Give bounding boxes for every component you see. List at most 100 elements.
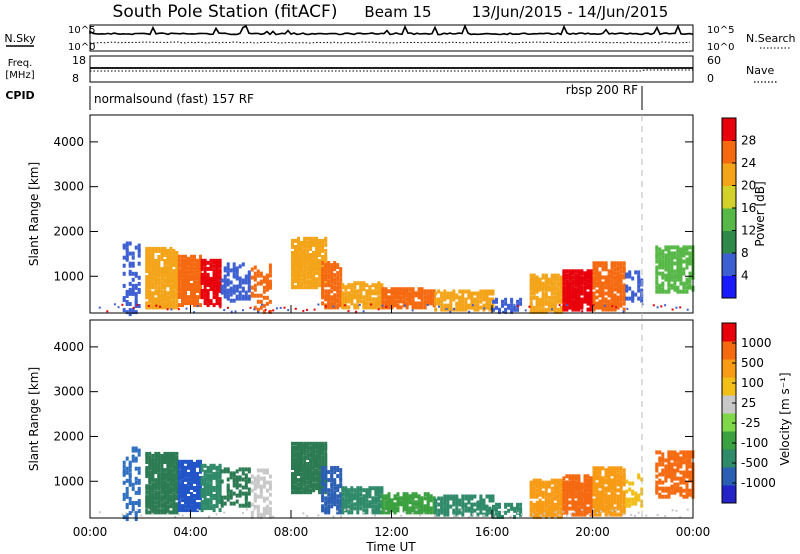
echo-cell <box>148 246 152 251</box>
echo-cell <box>160 494 164 499</box>
echo-cell <box>568 474 572 479</box>
echo-cell <box>461 502 465 507</box>
echo-cell <box>175 456 179 460</box>
echo-cell <box>166 251 170 255</box>
echo-cell <box>476 512 480 517</box>
echo-cell <box>193 270 196 275</box>
echo-cell <box>145 275 149 280</box>
echo-cell <box>177 258 181 263</box>
echo-cell <box>568 500 572 505</box>
ground-scatter-cell <box>468 310 471 313</box>
velocity-colorbar-label: Velocity [m s⁻¹] <box>778 372 792 465</box>
echo-cell <box>655 269 659 274</box>
ground-scatter-cell <box>686 308 689 311</box>
echo-cell <box>321 267 325 272</box>
echo-cell <box>673 488 677 493</box>
echo-cell <box>157 456 161 460</box>
echo-cell <box>122 515 126 520</box>
echo-cell <box>232 471 236 476</box>
echo-cell <box>262 275 266 280</box>
echo-cell <box>485 289 489 294</box>
ground-scatter-cell <box>340 515 342 518</box>
echo-cell <box>595 305 599 310</box>
echo-cell <box>309 263 313 268</box>
echo-cell <box>157 255 161 259</box>
ground-scatter-cell <box>174 515 177 518</box>
echo-cell <box>532 273 536 278</box>
echo-cell <box>664 261 668 266</box>
ground-scatter-cell <box>98 306 101 309</box>
ground-scatter-cell <box>358 303 361 306</box>
echo-cell <box>294 441 297 446</box>
echo-cell <box>306 449 310 454</box>
echo-cell <box>482 498 486 503</box>
echo-cell <box>568 273 572 278</box>
echo-cell <box>544 299 548 304</box>
echo-cell <box>544 273 548 278</box>
echo-cell <box>160 502 164 507</box>
echo-cell <box>586 478 590 483</box>
echo-cell <box>371 496 375 501</box>
ground-scatter-cell <box>664 515 667 518</box>
echo-cell <box>206 293 210 298</box>
echo-cell <box>673 279 677 284</box>
echo-cell <box>125 247 129 252</box>
echo-cell <box>580 504 584 509</box>
echo-cell <box>679 450 683 455</box>
colorbar-swatch <box>722 359 736 378</box>
echo-cell <box>565 474 569 479</box>
echo-cell <box>423 508 427 513</box>
echo-cell <box>556 277 560 282</box>
colorbar-tick-label: 24 <box>741 156 756 170</box>
ground-scatter-cell <box>411 512 414 515</box>
echo-cell <box>131 308 135 313</box>
x-tick-label: 04:00 <box>173 525 208 539</box>
echo-cell <box>128 501 132 505</box>
echo-cell <box>556 307 560 312</box>
echo-cell <box>347 494 351 499</box>
echo-cell <box>482 504 486 509</box>
ground-scatter-cell <box>630 513 633 516</box>
echo-cell <box>529 480 533 485</box>
echo-cell <box>163 246 167 251</box>
echo-cell <box>625 479 629 484</box>
echo-cell <box>226 262 230 267</box>
ground-scatter-cell <box>196 305 199 307</box>
echo-cell <box>377 502 381 507</box>
echo-cell <box>571 478 575 483</box>
echo-cell <box>339 468 343 473</box>
echo-cell <box>371 305 375 310</box>
echo-cell <box>485 512 489 517</box>
echo-cell <box>297 238 300 243</box>
echo-cell <box>145 251 149 255</box>
echo-cell <box>259 305 263 310</box>
echo-cell <box>556 283 560 288</box>
echo-cell <box>291 441 294 446</box>
colorbar-swatch <box>722 118 736 141</box>
echo-cell <box>169 502 173 507</box>
echo-cell <box>664 464 668 469</box>
echo-cell <box>628 487 632 492</box>
echo-cell <box>184 477 187 482</box>
echo-cell <box>303 468 307 473</box>
echo-cell <box>377 508 381 513</box>
echo-cell <box>172 299 176 304</box>
echo-cell <box>250 480 254 485</box>
echo-cell <box>200 258 204 263</box>
echo-cell <box>330 466 334 470</box>
echo-cell <box>190 254 193 259</box>
echo-cell <box>516 502 520 507</box>
echo-cell <box>676 482 680 487</box>
echo-cell <box>667 472 671 477</box>
echo-cell <box>196 299 199 304</box>
echo-cell <box>339 498 343 503</box>
echo-cell <box>685 277 689 282</box>
echo-cell <box>616 295 620 300</box>
echo-cell <box>667 486 671 491</box>
echo-cell <box>151 246 155 251</box>
x-tick-label: 00:00 <box>73 525 108 539</box>
echo-cell <box>151 301 155 306</box>
echo-cell <box>562 295 566 300</box>
echo-cell <box>163 289 167 294</box>
echo-cell <box>414 494 418 499</box>
